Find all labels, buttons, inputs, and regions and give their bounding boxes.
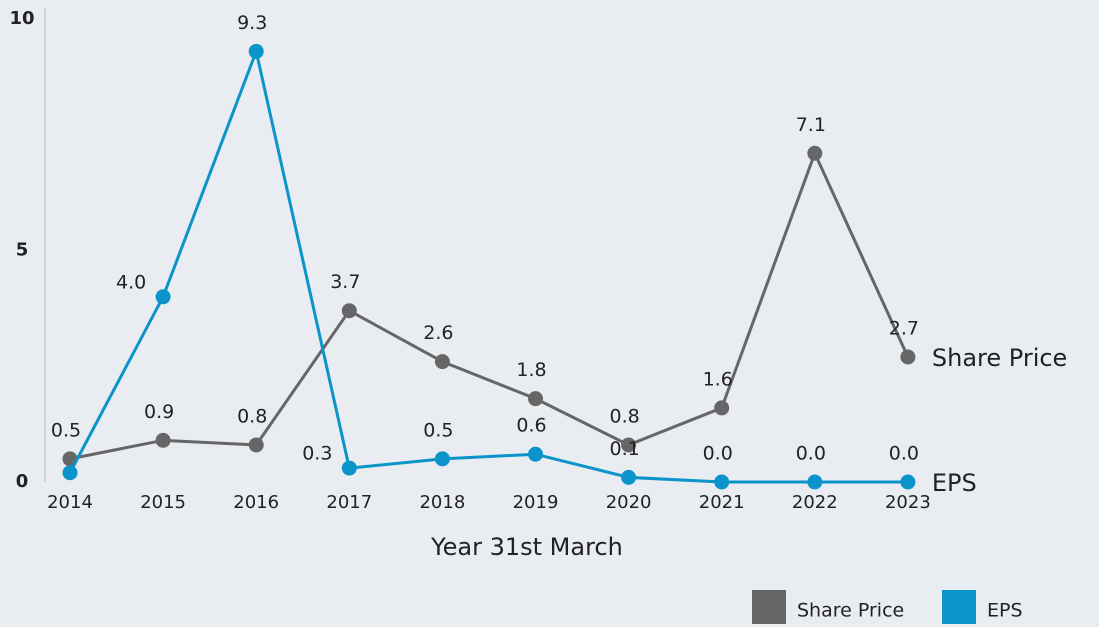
data-label: 0.0	[703, 443, 733, 465]
x-tick-label: 2015	[140, 492, 186, 513]
data-label: 0.9	[144, 401, 174, 423]
data-label: 0.3	[302, 443, 332, 465]
data-point	[155, 289, 171, 305]
data-point	[714, 474, 730, 490]
legend-swatch	[942, 590, 976, 624]
data-point	[155, 432, 171, 448]
series-line	[68, 46, 908, 484]
data-point	[341, 303, 357, 319]
data-label: 2.6	[423, 322, 453, 344]
data-label: 9.3	[237, 12, 267, 34]
x-tick-label: 2014	[47, 492, 93, 513]
series-end-label: Share Price	[932, 344, 1067, 372]
data-point	[528, 391, 543, 407]
x-tick-label: 2020	[606, 492, 652, 513]
x-tick-label: 2016	[233, 492, 279, 513]
x-axis-title: Year 31st March	[430, 533, 623, 561]
x-tick-label: 2021	[699, 492, 745, 513]
data-label: 0.0	[796, 443, 826, 465]
data-label: 0.5	[423, 419, 453, 441]
data-label: 7.1	[796, 114, 826, 136]
legend-label: EPS	[987, 600, 1023, 622]
data-label: 0.6	[516, 415, 546, 437]
data-point	[900, 474, 916, 490]
data-label: 4.0	[116, 271, 146, 293]
data-point	[434, 354, 450, 370]
data-point	[528, 446, 543, 462]
data-point	[62, 465, 78, 481]
data-label: 1.8	[516, 359, 546, 381]
data-point	[248, 43, 264, 59]
x-tick-label: 2023	[885, 492, 931, 513]
x-tick-label: 2017	[326, 492, 372, 513]
data-point	[900, 349, 916, 365]
series-end-label: EPS	[932, 469, 977, 497]
data-label: 0.8	[609, 405, 639, 427]
x-tick-label: 2022	[792, 492, 838, 513]
data-label: 0.8	[237, 405, 267, 427]
legend-label: Share Price	[797, 600, 904, 622]
y-tick-label: 0	[16, 471, 29, 492]
x-tick-label: 2018	[419, 492, 465, 513]
data-label: 2.7	[889, 317, 919, 339]
data-point	[621, 437, 637, 453]
data-label: 1.6	[703, 368, 733, 390]
data-label: 0.1	[609, 438, 639, 460]
legend-swatch	[752, 590, 786, 624]
y-tick-label: 5	[16, 240, 29, 261]
data-label: 0.0	[889, 443, 919, 465]
data-point	[714, 400, 730, 416]
data-point	[807, 145, 823, 161]
x-tick-label: 2019	[513, 492, 559, 513]
y-tick-label: 10	[9, 8, 34, 29]
data-point	[434, 451, 450, 467]
data-point	[807, 474, 823, 490]
data-point	[248, 437, 264, 453]
series-line	[69, 149, 910, 461]
data-label: 3.7	[330, 271, 360, 293]
data-label: 0.5	[51, 419, 81, 441]
data-point	[341, 460, 357, 476]
data-point	[621, 469, 637, 485]
